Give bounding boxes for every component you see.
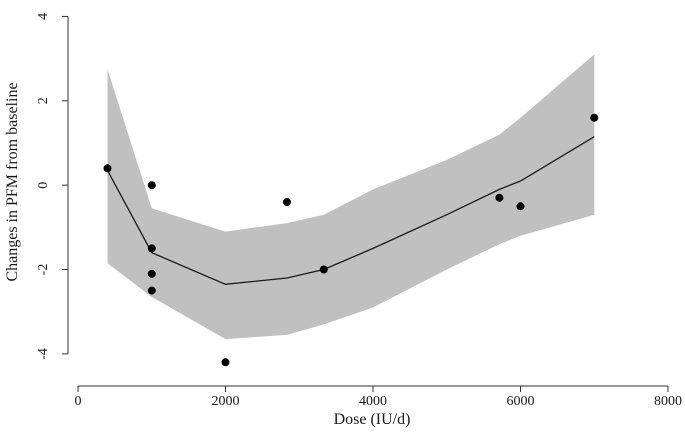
data-point: [590, 113, 599, 122]
data-point: [319, 265, 328, 274]
fit-line: [106, 136, 595, 285]
y-tick-label: 4: [36, 13, 51, 20]
data-point: [147, 286, 156, 295]
confidence-band: [107, 54, 595, 340]
plot-area: [103, 54, 599, 367]
y-tick-label: -2: [36, 264, 51, 276]
x-tick-label: 0: [75, 394, 82, 409]
x-tick-label: 6000: [507, 394, 535, 409]
x-tick-label: 4000: [359, 394, 387, 409]
data-point: [221, 358, 230, 367]
x-tick-label: 8000: [654, 394, 682, 409]
x-axis-title: Dose (IU/d): [334, 411, 411, 428]
y-tick-label: -4: [36, 348, 51, 360]
x-tick-label: 2000: [212, 394, 240, 409]
data-point: [147, 269, 156, 278]
data-point: [495, 193, 504, 202]
y-tick-label: 0: [36, 182, 51, 189]
data-point: [147, 181, 156, 190]
axes: -4 -2 0 2 4 0 2000 4000 6000 8000: [36, 13, 682, 409]
y-tick-label: 2: [36, 97, 51, 104]
y-axis-title: Changes in PFM from baseline: [4, 82, 21, 281]
data-point: [282, 198, 291, 206]
data-point: [147, 244, 156, 253]
data-point: [516, 202, 525, 211]
data-point: [103, 164, 112, 173]
